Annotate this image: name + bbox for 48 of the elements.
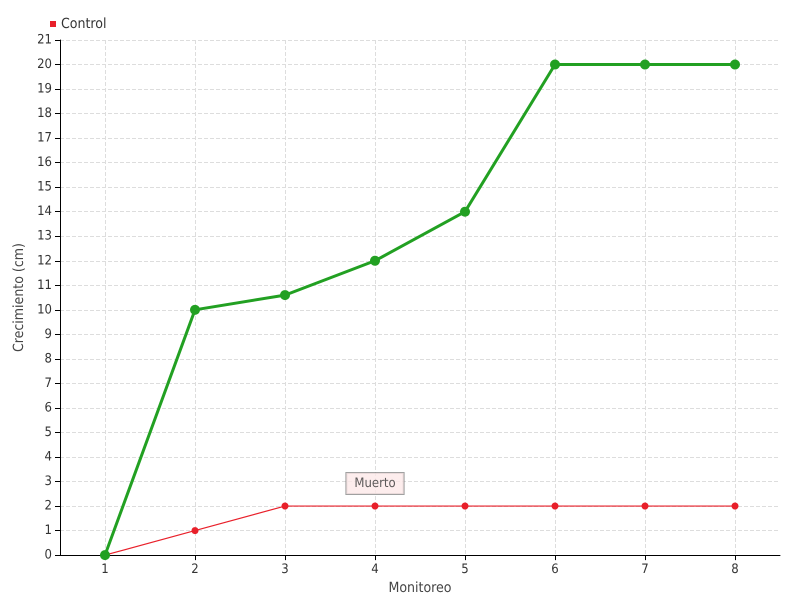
y-tick-label: 15 (37, 180, 52, 195)
x-tick-label: 1 (101, 562, 109, 578)
y-tick-label: 9 (44, 326, 52, 342)
y-tick-label: 16 (37, 155, 52, 170)
point (372, 502, 378, 510)
point (640, 60, 650, 70)
legend-label: Control (61, 16, 106, 32)
x-tick-label: 6 (551, 562, 559, 578)
y-tick-label: 3 (44, 474, 52, 490)
y-tick-label: 10 (37, 302, 52, 318)
y-tick-label: 0 (44, 548, 52, 563)
y-tick-label: 4 (44, 449, 52, 464)
annotation: Muerto (354, 476, 396, 492)
x-tick-label: 8 (731, 562, 739, 578)
y-tick-label: 20 (37, 57, 52, 72)
y-tick-label: 21 (37, 32, 52, 48)
x-axis-title: Monitoreo (388, 580, 452, 596)
y-tick-label: 8 (44, 351, 52, 366)
point (280, 290, 290, 300)
point (192, 527, 198, 534)
x-tick-label: 2 (191, 562, 199, 578)
point (370, 256, 380, 266)
y-tick-label: 6 (44, 400, 52, 416)
point (730, 60, 740, 70)
point (460, 206, 470, 217)
point (462, 502, 468, 510)
point (732, 502, 738, 510)
y-tick-label: 17 (37, 130, 52, 146)
point (642, 502, 648, 510)
x-tick-label: 3 (281, 562, 289, 578)
y-tick-label: 2 (44, 498, 52, 514)
point (552, 502, 558, 510)
point (190, 304, 200, 315)
x-tick-label: 4 (371, 562, 379, 578)
y-tick-label: 5 (44, 424, 52, 440)
y-tick-label: 7 (44, 376, 52, 391)
y-tick-label: 12 (37, 253, 52, 268)
y-tick-label: 18 (37, 106, 52, 122)
x-tick-label: 7 (641, 562, 649, 578)
point (282, 502, 288, 510)
y-tick-label: 14 (37, 204, 52, 220)
y-tick-label: 19 (37, 82, 52, 97)
y-tick-label: 11 (37, 278, 52, 293)
y-tick-label: 13 (37, 228, 52, 244)
y-axis-title: Crecimiento (cm) (11, 243, 28, 352)
point (550, 60, 560, 70)
x-tick-label: 5 (461, 562, 469, 578)
y-tick-label: 1 (44, 523, 52, 538)
